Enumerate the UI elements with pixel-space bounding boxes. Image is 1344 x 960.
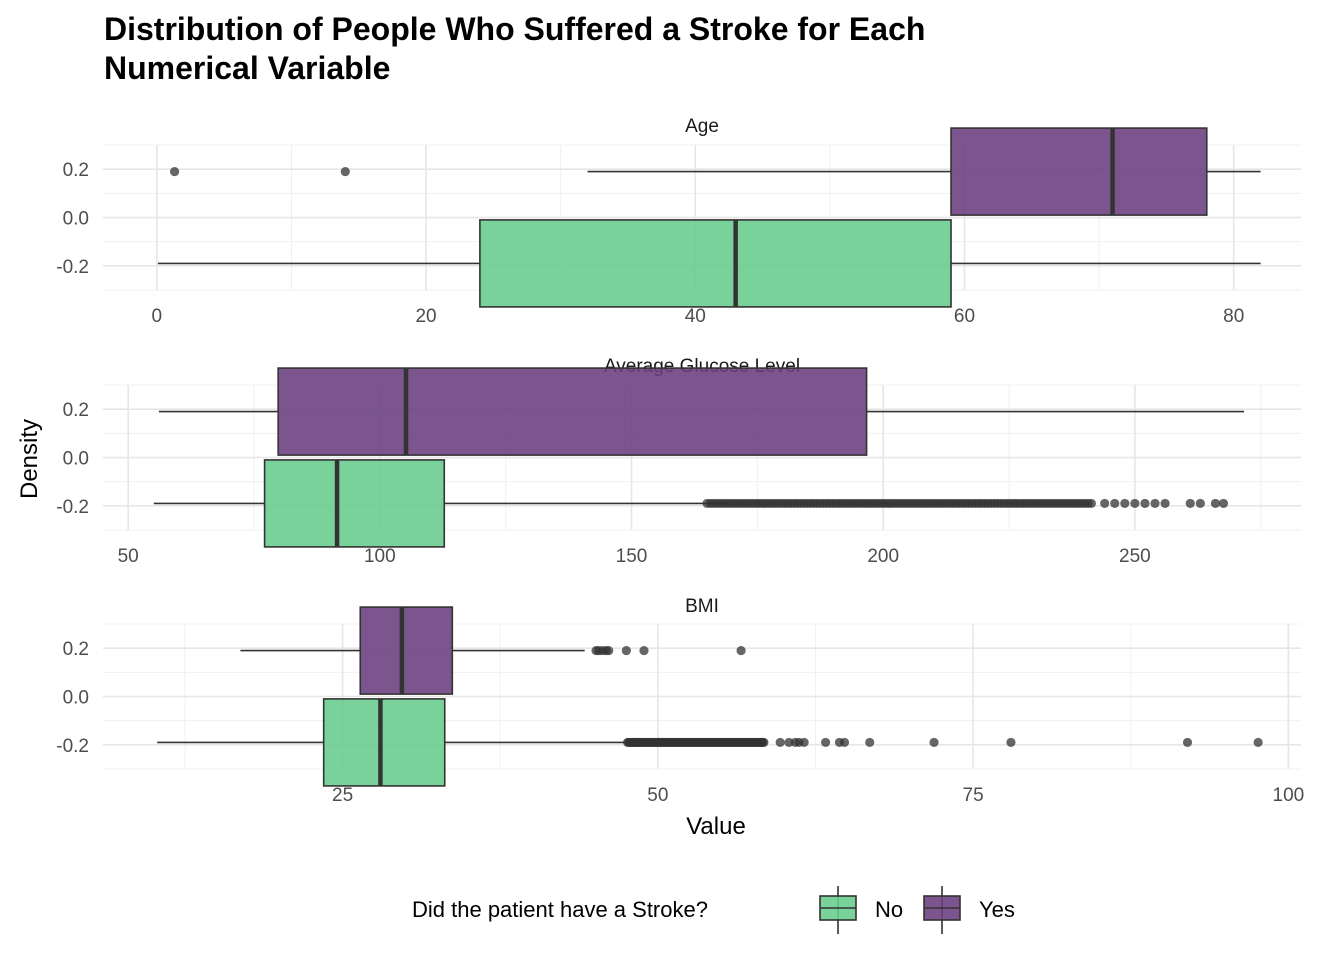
legend-label-yes: Yes	[979, 897, 1015, 922]
outlier-point-no	[1185, 498, 1195, 509]
outlier-point-no	[1120, 498, 1130, 509]
outlier-point-no	[1140, 498, 1150, 509]
panel-title: BMI	[685, 596, 719, 617]
outlier-point-no	[1006, 737, 1016, 748]
panel-bmi: BMI 0.2 0.0 -0.2 25 50 75 100	[56, 596, 1304, 806]
panel-title: Age	[685, 116, 719, 137]
outlier-point-no	[799, 737, 809, 748]
x-tick-label: 40	[685, 306, 706, 327]
outlier-point-no	[1253, 737, 1263, 748]
chart-title-line-2: Numerical Variable	[104, 50, 390, 86]
outlier-point-no	[784, 737, 794, 748]
outlier-point-yes	[340, 166, 350, 177]
outlier-point-no	[775, 737, 785, 748]
outlier-point-yes	[621, 645, 631, 656]
box-no	[479, 219, 952, 308]
box-no	[263, 459, 446, 548]
x-tick-label: 80	[1223, 306, 1244, 327]
y-tick-label: -0.2	[56, 736, 89, 757]
outlier-point-no	[820, 737, 831, 748]
outlier-point-yes	[736, 645, 746, 656]
box-yes	[277, 367, 868, 456]
y-tick-label: 0.2	[63, 400, 89, 421]
outlier-point-no	[1100, 498, 1110, 509]
x-tick-label: 100	[1273, 785, 1305, 806]
y-tick-label: -0.2	[56, 497, 89, 518]
box-yes	[950, 127, 1208, 216]
outlier-point-no	[1182, 737, 1193, 748]
x-tick-label: 75	[963, 785, 984, 806]
legend: Did the patient have a Stroke? No Yes	[412, 886, 1015, 934]
x-tick-label: 150	[616, 546, 648, 567]
box-yes	[359, 606, 454, 695]
x-tick-label: 0	[152, 306, 163, 327]
chart-title-line-1: Distribution of People Who Suffered a St…	[104, 11, 925, 47]
outlier-point-no	[1218, 498, 1229, 509]
outlier-point-yes	[639, 645, 649, 656]
y-tick-label: 0.2	[63, 639, 89, 660]
x-tick-label: 50	[647, 785, 668, 806]
outlier-point-no	[1110, 498, 1120, 509]
outlier-point-no	[1150, 498, 1160, 509]
y-tick-label: 0.2	[63, 160, 89, 181]
x-tick-label: 60	[954, 306, 975, 327]
outlier-point-no	[759, 737, 769, 748]
outlier-point-no	[839, 737, 850, 748]
box-no	[322, 698, 446, 787]
y-tick-label: -0.2	[56, 257, 89, 278]
legend-title: Did the patient have a Stroke?	[412, 897, 708, 922]
x-tick-label: 100	[364, 546, 396, 567]
x-tick-label: 250	[1119, 546, 1151, 567]
outlier-point-yes	[170, 166, 180, 177]
x-tick-label: 200	[867, 546, 899, 567]
legend-label-no: No	[875, 897, 903, 922]
x-tick-label: 25	[332, 785, 353, 806]
x-tick-label: 50	[118, 546, 139, 567]
x-tick-label: 20	[415, 306, 436, 327]
outlier-point-no	[1086, 498, 1096, 509]
y-tick-label: 0.0	[63, 688, 89, 709]
outlier-point-no	[1160, 498, 1170, 509]
panel-age: Age 0.2 0.0 -0.2 0 20 40 60 80	[56, 116, 1301, 327]
outlier-point-no	[1130, 498, 1140, 509]
y-tick-label: 0.0	[63, 449, 89, 470]
outlier-point-no	[1195, 498, 1205, 509]
outlier-point-no	[929, 737, 939, 748]
y-axis-title: Density	[16, 419, 43, 499]
outlier-point-no	[1210, 498, 1221, 509]
outlier-point-no	[865, 737, 875, 748]
y-tick-label: 0.0	[63, 209, 89, 230]
outlier-point-yes	[604, 645, 614, 656]
x-axis-title: Value	[686, 813, 746, 840]
